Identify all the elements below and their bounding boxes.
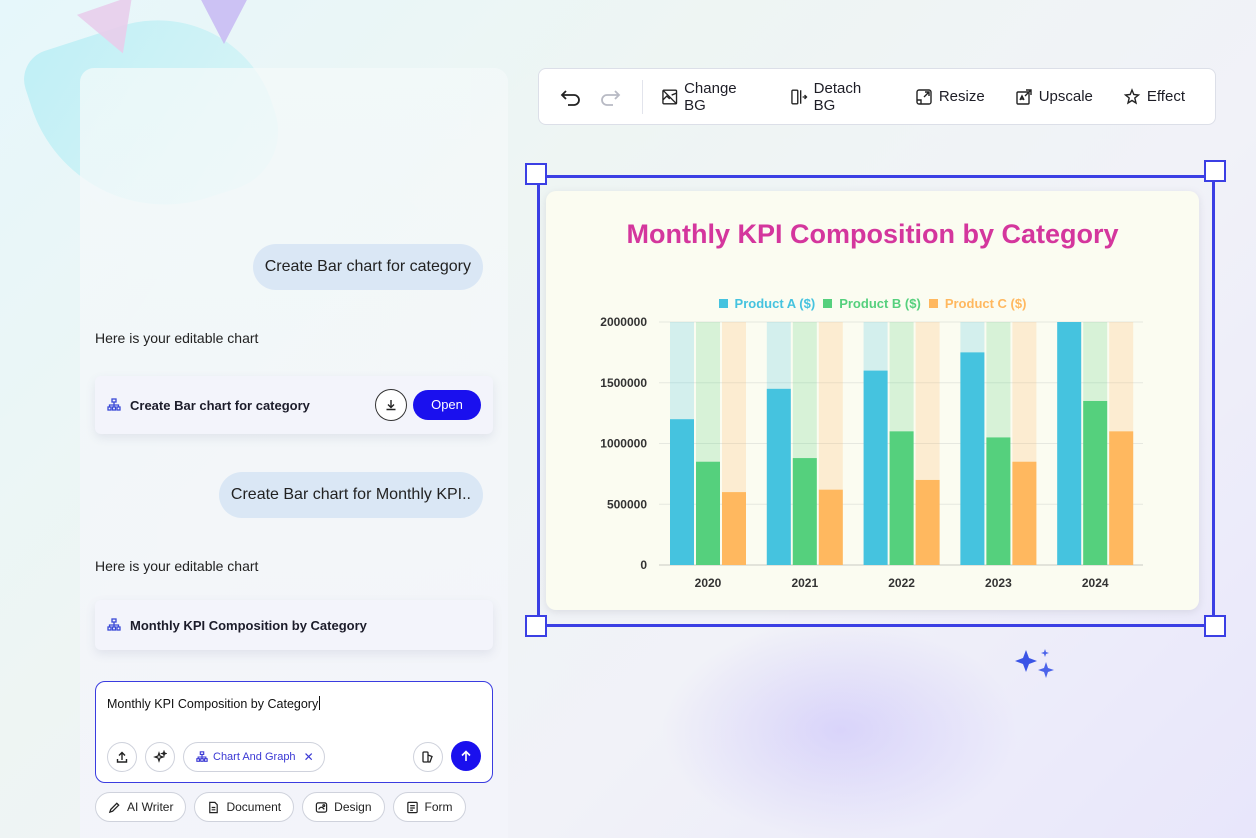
document-icon — [209, 801, 219, 813]
resize-button[interactable]: Resize — [915, 88, 985, 106]
editor-toolbar: Change BG Detach BG Resize Upscale Effec… — [538, 68, 1216, 125]
bar — [960, 352, 985, 565]
bar — [792, 458, 817, 565]
bar — [986, 437, 1011, 565]
bar-chart: 2000000 1500000 1000000 500000 0 2020 2021 2022… — [600, 315, 1143, 590]
resize-handle-bottom-left[interactable] — [525, 615, 547, 637]
chart-canvas[interactable]: 2000000 1500000 1000000 500000 0 2020 2021 2022… — [546, 191, 1199, 610]
selection-frame[interactable] — [537, 175, 1215, 627]
send-button[interactable] — [451, 741, 481, 771]
user-message: Create Bar chart for Monthly KPI.. — [218, 472, 483, 518]
y-tick-label: 500000 — [607, 497, 647, 511]
redo-button[interactable] — [598, 85, 621, 109]
template-button[interactable] — [413, 742, 443, 772]
undo-icon — [560, 89, 580, 106]
chart-and-graph-chip[interactable]: Chart And Graph ✕ — [183, 742, 325, 772]
open-button[interactable]: Open — [413, 390, 481, 420]
download-icon — [386, 400, 396, 411]
upload-button[interactable] — [107, 742, 137, 772]
quick-actions: AI Writer Document Design Form — [95, 792, 466, 822]
prompt-input[interactable]: Monthly KPI Composition by Category Char… — [95, 681, 493, 783]
bar — [1057, 322, 1082, 565]
close-icon[interactable]: ✕ — [303, 750, 314, 764]
x-tick-label: 2020 — [695, 576, 722, 590]
bar — [670, 419, 694, 565]
x-tick-label: 2023 — [985, 576, 1012, 590]
y-tick-label: 0 — [640, 558, 647, 572]
detach-bg-button[interactable]: Detach BG — [790, 80, 885, 114]
detach-bg-icon — [791, 89, 808, 104]
legend-swatch — [718, 299, 728, 308]
chip-label: Chart And Graph — [213, 751, 296, 763]
bar — [1012, 461, 1037, 565]
bar — [722, 492, 746, 565]
effect-icon — [1123, 87, 1141, 105]
bar — [766, 388, 791, 565]
sparkle-icon — [1015, 649, 1054, 678]
bar — [1083, 400, 1108, 565]
legend-swatch — [928, 299, 938, 308]
assistant-message: Here is your editable chart — [95, 558, 259, 574]
x-tick-label: 2021 — [791, 576, 818, 590]
legend-swatch — [823, 299, 833, 308]
background-triangle — [198, 0, 250, 44]
resize-handle-top-left[interactable] — [525, 163, 547, 185]
y-tick-label: 1500000 — [600, 376, 647, 390]
chart-icon — [196, 751, 208, 762]
chat-panel: Create Bar chart for category Here is yo… — [80, 68, 508, 838]
chart-icon — [107, 618, 122, 633]
sparkle-icon — [153, 750, 167, 763]
resize-handle-top-right[interactable] — [1204, 160, 1226, 182]
resize-icon — [916, 88, 932, 105]
form-icon — [406, 801, 418, 813]
ai-enhance-button[interactable] — [145, 742, 175, 772]
bar — [1109, 431, 1134, 565]
undo-button[interactable] — [559, 85, 582, 109]
chart-card-title: Monthly KPI Composition by Category — [130, 617, 367, 633]
x-tick-label: 2024 — [1082, 576, 1109, 590]
upscale-icon — [1016, 88, 1032, 105]
design-chip[interactable]: Design — [302, 792, 385, 822]
resize-handle-bottom-right[interactable] — [1204, 615, 1226, 637]
user-message: Create Bar chart for category — [252, 244, 483, 290]
legend-item-product-b: Product B ($) — [823, 296, 921, 311]
upload-icon — [116, 751, 128, 763]
bar — [889, 431, 914, 565]
bar — [818, 489, 843, 565]
background-glow — [660, 620, 1020, 838]
redo-icon — [601, 89, 621, 106]
assistant-message: Here is your editable chart — [95, 330, 259, 346]
effect-button[interactable]: Effect — [1123, 87, 1185, 106]
ai-writer-chip[interactable]: AI Writer — [95, 792, 187, 822]
bar — [915, 479, 940, 565]
template-icon — [422, 751, 433, 763]
chart-card-title: Create Bar chart for category — [130, 397, 310, 413]
y-tick-label: 2000000 — [600, 315, 647, 329]
x-tick-label: 2022 — [888, 576, 915, 590]
download-button[interactable] — [375, 389, 407, 421]
chart-title: Monthly KPI Composition by Category — [626, 219, 1119, 249]
design-icon — [315, 801, 328, 813]
chart-legend: Product A ($) Product B ($) Product C ($… — [546, 296, 1199, 311]
change-bg-button[interactable]: Change BG — [661, 80, 761, 114]
bar — [696, 461, 720, 565]
toolbar-divider — [641, 79, 643, 114]
prompt-input-value[interactable]: Monthly KPI Composition by Category — [107, 696, 321, 711]
y-tick-label: 1000000 — [600, 437, 647, 451]
legend-item-product-c: Product C ($) — [928, 296, 1026, 311]
chart-result-card[interactable]: Monthly KPI Composition by Category — [95, 600, 493, 650]
change-bg-icon — [661, 89, 677, 104]
upscale-button[interactable]: Upscale — [1015, 88, 1093, 106]
chart-icon — [107, 398, 122, 413]
chart-result-card[interactable]: Create Bar chart for category Open — [95, 376, 493, 434]
document-chip[interactable]: Document — [194, 792, 295, 822]
arrow-up-icon — [461, 750, 471, 761]
pen-icon — [108, 801, 120, 813]
bar — [863, 370, 888, 565]
form-chip[interactable]: Form — [392, 792, 466, 822]
legend-item-product-a: Product A ($) — [718, 296, 815, 311]
